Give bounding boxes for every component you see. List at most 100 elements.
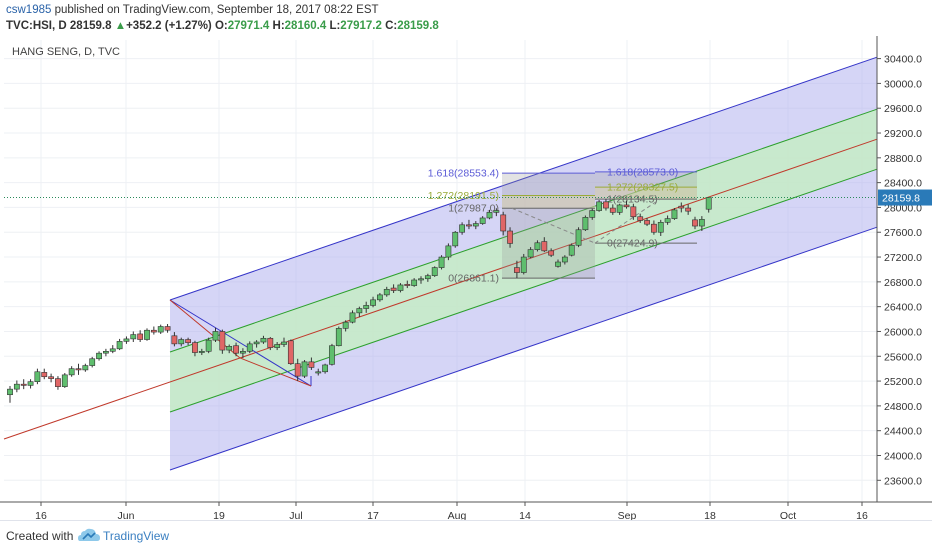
candle <box>308 357 315 370</box>
candlestick-chart[interactable]: 1.618(28553.4) 1.272(28191.5)1(27987.0) 0(… <box>0 36 932 520</box>
candle-body <box>657 222 664 233</box>
candle <box>616 203 623 215</box>
candle <box>157 324 164 334</box>
y-tick-label: 24400.0 <box>884 426 922 438</box>
candle <box>130 331 137 343</box>
x-tick-label: 14 <box>519 510 531 520</box>
candle <box>431 266 438 277</box>
candle-body <box>650 223 657 233</box>
tradingview-cloud-icon <box>78 528 100 541</box>
candle-body <box>418 278 424 281</box>
x-tick-label: 16 <box>856 510 868 520</box>
candle <box>294 358 301 382</box>
candle-body <box>233 345 239 354</box>
candle-body <box>267 337 274 348</box>
candle-body <box>96 352 102 360</box>
candle <box>520 253 527 275</box>
y-tick-label: 24000.0 <box>884 450 922 462</box>
fib-trend-line <box>511 207 596 244</box>
y-tick-label: 24800.0 <box>884 401 922 413</box>
candle <box>178 337 185 347</box>
candle <box>411 278 418 287</box>
y-tick-label: 30000.0 <box>884 78 922 90</box>
candle <box>116 338 123 351</box>
candle <box>568 243 575 257</box>
y-tick-label: 28400.0 <box>884 178 922 190</box>
candle-body <box>27 381 34 386</box>
candle <box>287 339 294 365</box>
candle-body <box>472 223 479 227</box>
candle-body <box>164 326 171 331</box>
candle-body <box>507 230 513 244</box>
candles <box>7 197 712 403</box>
candle-body <box>561 256 568 263</box>
candle-body <box>486 212 493 219</box>
published-text: published on TradingView.com, September … <box>54 4 379 16</box>
candle <box>698 216 705 232</box>
candle <box>75 363 82 375</box>
candle-body <box>212 331 219 341</box>
ohlc-high: 28160.4 <box>284 20 327 32</box>
y-tick-label: 26000.0 <box>884 326 922 338</box>
candle-body <box>192 342 198 353</box>
last-price-box <box>878 189 932 206</box>
pivot-line <box>169 299 312 387</box>
chart-legend: HANG SENG, D, TVC <box>12 46 120 58</box>
chart-area[interactable]: 1.618(28553.4) 1.272(28191.5) 1(27987.0) 0(… <box>0 36 932 520</box>
candle-body <box>555 261 561 267</box>
candle-body <box>623 204 630 208</box>
candle-body <box>616 204 623 213</box>
candle-body <box>609 207 616 213</box>
candle <box>13 380 20 393</box>
candle-body <box>89 358 96 366</box>
candle-body <box>144 329 150 340</box>
candle-body <box>342 321 349 329</box>
candle <box>82 363 89 372</box>
candle-body <box>397 284 404 291</box>
channel-inner-upper-line <box>169 108 878 353</box>
fib-level-label: 0(27424.9) <box>607 238 658 250</box>
publish-line: csw1985 published on TradingView.com, Se… <box>6 4 379 16</box>
tradingview-brand[interactable]: TradingView <box>103 529 170 543</box>
candle-body <box>534 242 541 250</box>
candle <box>589 208 596 220</box>
candle-body <box>644 220 650 225</box>
candle <box>171 332 178 347</box>
candle <box>137 330 144 343</box>
candle <box>664 215 671 225</box>
channel-median-line <box>3 138 878 440</box>
candle-body <box>13 383 20 390</box>
candle-body <box>55 378 61 387</box>
candle <box>418 276 424 284</box>
x-tick-label: Jun <box>118 510 135 520</box>
candle <box>322 363 328 374</box>
candle <box>329 343 335 366</box>
candle-body <box>692 219 698 227</box>
author-link[interactable]: csw1985 <box>6 4 52 16</box>
candle-body <box>171 335 178 345</box>
candle <box>452 231 459 248</box>
candle-body <box>7 388 13 396</box>
candle <box>226 344 233 354</box>
symbol-label: TVC:HSI, D <box>6 20 67 32</box>
candle <box>48 373 54 383</box>
candle-body <box>575 229 582 246</box>
candle-body <box>698 219 705 227</box>
candle-body <box>445 245 452 258</box>
fib-level-label: 1.618(28573.0) <box>607 166 678 178</box>
candle <box>445 243 452 261</box>
candle <box>212 327 219 343</box>
candle <box>500 211 507 236</box>
candle <box>561 255 568 265</box>
ohlc-open: 27971.4 <box>227 20 270 32</box>
candle-body <box>219 331 226 351</box>
candle-body <box>20 383 27 386</box>
candle-body <box>363 305 370 309</box>
candle <box>68 366 75 377</box>
candle-body <box>103 351 109 354</box>
candle-body <box>260 337 267 343</box>
candle-body <box>500 214 507 232</box>
candle <box>246 341 253 354</box>
x-tick-label: 19 <box>213 510 225 520</box>
candle-body <box>335 328 342 347</box>
